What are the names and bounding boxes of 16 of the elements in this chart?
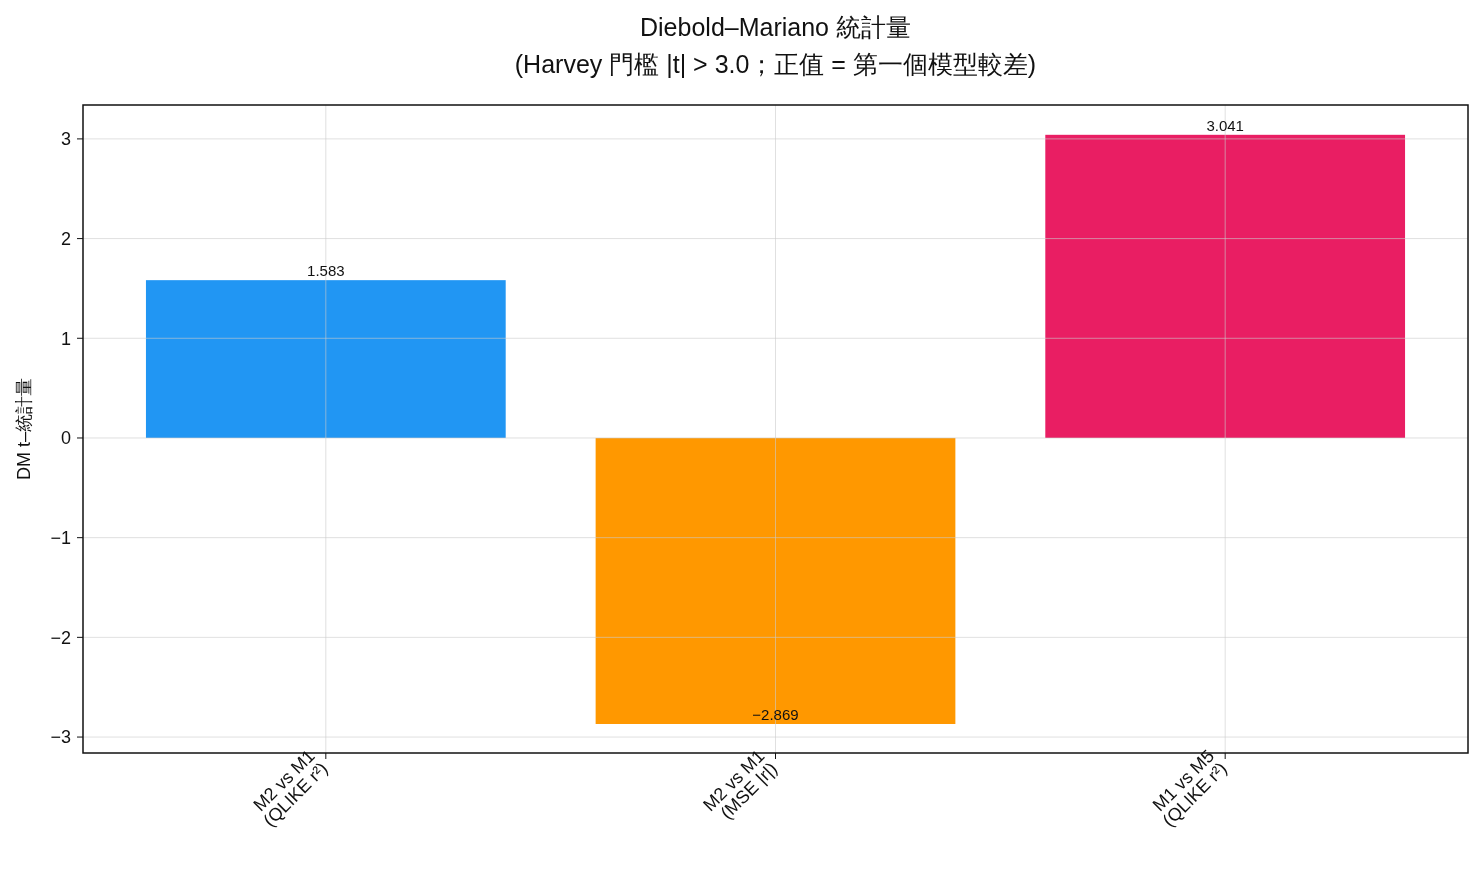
bar [145, 280, 506, 438]
y-tick-label: 1 [60, 328, 71, 349]
data-label: −2.869 [752, 705, 799, 723]
chart-title: Diebold–Mariano 統計量 [640, 13, 911, 41]
bar [1045, 134, 1406, 438]
y-tick-label: −1 [50, 527, 71, 548]
y-tick-label: 2 [60, 228, 71, 249]
bar [595, 437, 956, 724]
y-tick-label: −2 [50, 627, 71, 648]
y-tick-label: 0 [60, 428, 71, 449]
data-label: 1.583 [307, 262, 345, 280]
y-tick-label: −3 [50, 727, 71, 748]
y-axis-title: DM t–統計量 [14, 377, 34, 481]
chart-subtitle: (Harvey 門檻 |t| > 3.0；正值 = 第一個模型較差) [514, 50, 1037, 78]
data-label: 3.041 [1206, 116, 1244, 134]
y-tick-label: 3 [60, 129, 71, 150]
